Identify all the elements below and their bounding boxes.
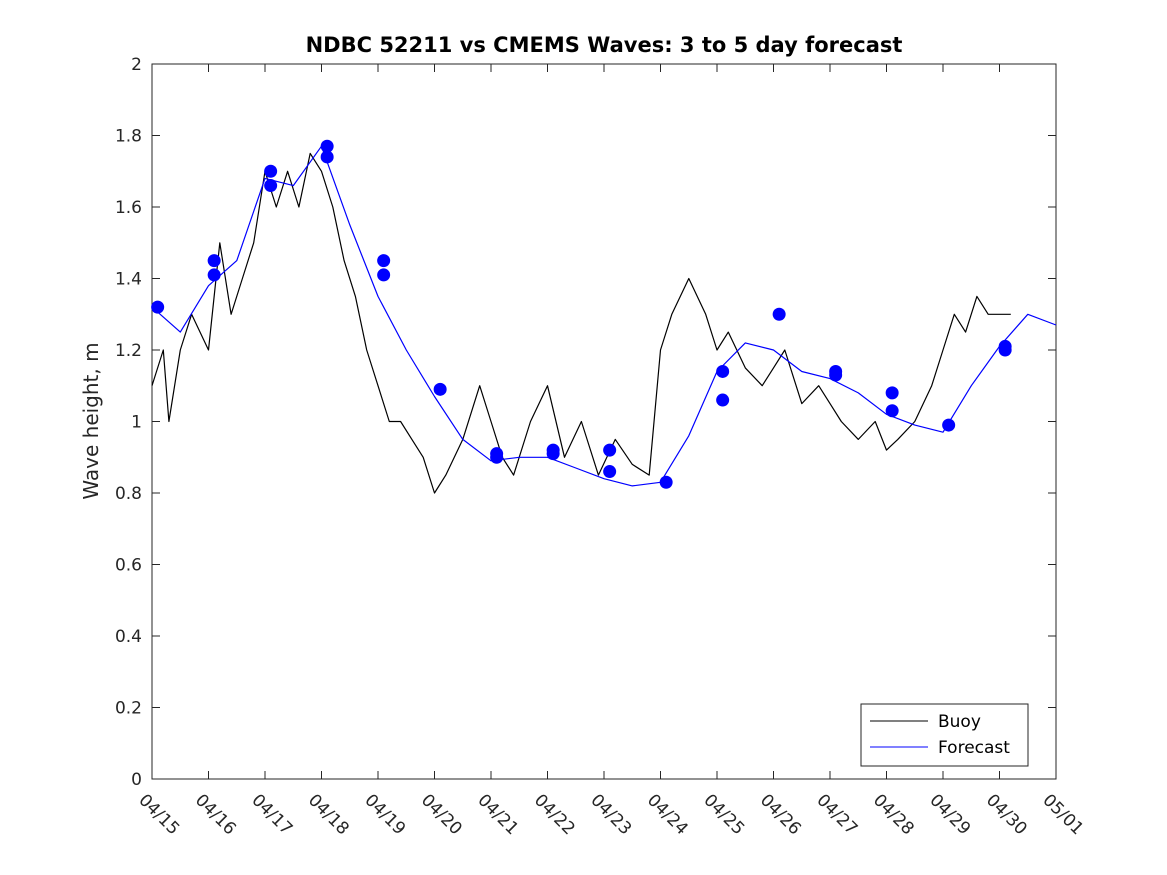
forecast-marker <box>490 450 504 464</box>
forecast-marker <box>772 307 786 321</box>
y-tick-label: 0.6 <box>115 556 142 576</box>
series-line-buoy <box>151 152 1011 494</box>
y-axis: 0 0.2 0.4 0.6 0.8 1 1.2 1.4 1.6 1.8 2 <box>115 55 1056 790</box>
forecast-marker <box>264 164 278 178</box>
series-layer <box>151 145 1057 494</box>
forecast-marker <box>377 254 391 268</box>
chart-title: NDBC 52211 vs CMEMS Waves: 3 to 5 day fo… <box>306 33 903 57</box>
series-line-forecast <box>151 145 1057 487</box>
forecast-marker <box>603 443 617 457</box>
legend-label-forecast: Forecast <box>938 738 1010 758</box>
legend: Buoy Forecast <box>860 703 1029 767</box>
y-axis-label: Wave height, m <box>79 342 103 499</box>
forecast-marker <box>207 254 221 268</box>
y-tick-label: 0.4 <box>115 627 142 647</box>
legend-label-buoy: Buoy <box>938 712 981 732</box>
forecast-marker <box>659 475 673 489</box>
forecast-marker <box>433 382 447 396</box>
forecast-marker <box>885 404 899 418</box>
forecast-marker <box>885 386 899 400</box>
y-tick-label: 1.4 <box>115 270 142 290</box>
forecast-marker <box>942 418 956 432</box>
y-tick-label: 0 <box>131 770 142 790</box>
forecast-marker <box>546 447 560 461</box>
forecast-marker <box>207 268 221 282</box>
y-tick-label: 1.2 <box>115 341 142 361</box>
forecast-marker <box>829 368 843 382</box>
legend-box <box>860 703 1029 767</box>
y-tick-label: 0.2 <box>115 699 142 719</box>
forecast-marker <box>320 150 334 164</box>
forecast-marker <box>151 300 165 314</box>
y-tick-label: 1 <box>131 413 142 433</box>
forecast-marker <box>320 139 334 153</box>
y-tick-label: 1.6 <box>115 198 142 218</box>
forecast-marker <box>377 268 391 282</box>
y-tick-label: 2 <box>131 55 142 75</box>
y-tick-label: 1.8 <box>115 127 142 147</box>
forecast-marker <box>603 465 617 479</box>
forecast-marker <box>716 393 730 407</box>
forecast-marker <box>264 179 278 193</box>
y-tick-label: 0.8 <box>115 484 142 504</box>
forecast-marker <box>716 364 730 378</box>
forecast-marker <box>998 343 1012 357</box>
marker-layer <box>151 139 1012 489</box>
